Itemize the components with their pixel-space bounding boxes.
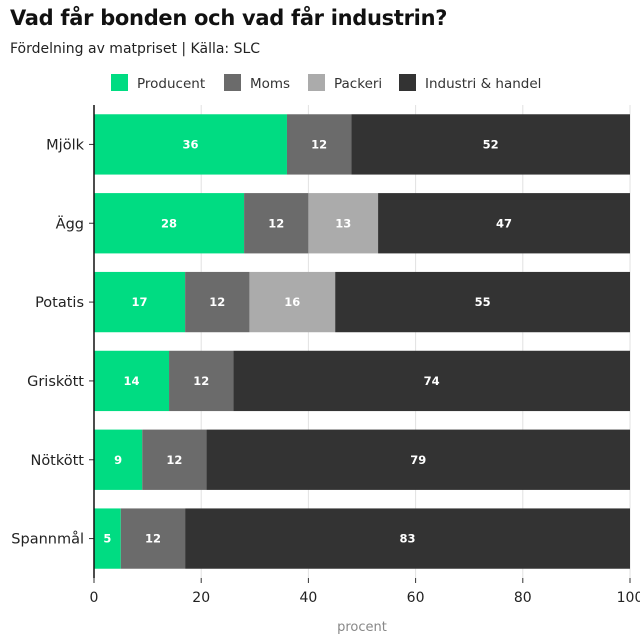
- data-label: 12: [209, 295, 225, 309]
- bar-segment: [286, 114, 352, 175]
- x-tick-label: 40: [299, 590, 317, 606]
- data-label: 9: [114, 453, 122, 467]
- bar-segment: [185, 271, 250, 333]
- data-label: 12: [166, 453, 182, 467]
- x-tick-label: 80: [514, 590, 532, 606]
- data-label: 28: [161, 216, 177, 230]
- bar-segment: [94, 508, 121, 569]
- category-label: Griskött: [27, 374, 84, 390]
- data-label: 17: [132, 295, 148, 309]
- bars: 36 12 52 28 12 13 47 17 12 16 55 14 12 74 9 12 79 5 12 83: [94, 114, 631, 569]
- data-label: 36: [182, 137, 198, 151]
- legend-swatch: [399, 74, 416, 91]
- data-label: 55: [475, 295, 491, 309]
- legend-label: Industri & handel: [425, 76, 541, 92]
- legend-swatch: [308, 74, 325, 91]
- bar-segment: [169, 350, 234, 412]
- data-label: 47: [496, 216, 512, 230]
- category-label: Nötkött: [30, 453, 84, 469]
- bar-segment: [94, 193, 245, 254]
- data-label: 16: [284, 295, 300, 309]
- chart-subtitle: Fördelning av matpriset | Källa: SLC: [10, 41, 261, 57]
- legend-label: Producent: [137, 76, 205, 92]
- legend-swatch: [111, 74, 128, 91]
- bar-segment: [308, 193, 379, 254]
- bar-segment: [378, 193, 630, 254]
- x-tick-label: 100: [617, 590, 640, 606]
- data-label: 13: [335, 216, 351, 230]
- data-label: 83: [400, 532, 416, 546]
- bar-segment: [335, 271, 630, 333]
- data-label: 12: [268, 216, 284, 230]
- category-label: Mjölk: [46, 137, 84, 153]
- bar-segment: [185, 508, 630, 569]
- category-label: Potatis: [35, 295, 84, 311]
- bar-segment: [94, 114, 287, 175]
- chart-title: Vad får bonden och vad får industrin?: [10, 6, 448, 30]
- bar-segment: [94, 271, 186, 333]
- data-label: 12: [193, 374, 209, 388]
- grid-lines: [93, 105, 631, 578]
- bar-segment: [244, 193, 309, 254]
- data-label: 74: [424, 374, 440, 388]
- category-label: Spannmål: [11, 531, 84, 548]
- category-label: Ägg: [56, 214, 84, 232]
- x-axis: 0 20 40 60 80 100: [90, 578, 640, 606]
- x-tick-label: 20: [192, 590, 210, 606]
- data-label: 5: [103, 532, 111, 546]
- legend: Producent Moms Packeri Industri & handel: [111, 74, 541, 92]
- data-label: 52: [483, 137, 499, 151]
- data-label: 12: [311, 137, 327, 151]
- data-label: 79: [410, 453, 426, 467]
- bar-segment: [233, 350, 631, 412]
- bar-segment: [249, 271, 336, 333]
- legend-label: Moms: [250, 76, 290, 92]
- data-label: 12: [145, 532, 161, 546]
- x-tick-label: 60: [407, 590, 425, 606]
- bar-segment: [142, 429, 207, 490]
- x-tick-label: 0: [90, 590, 99, 606]
- bar-segment: [94, 350, 170, 412]
- bar-segment: [351, 114, 630, 175]
- legend-label: Packeri: [334, 76, 382, 92]
- bar-segment: [206, 429, 630, 490]
- bar-segment: [94, 429, 143, 490]
- bar-segment: [120, 508, 186, 569]
- x-axis-label: procent: [337, 620, 387, 635]
- y-axis: Mjölk Ägg Potatis Griskött Nötkött Spannmål: [11, 105, 95, 578]
- data-label: 14: [124, 374, 140, 388]
- legend-swatch: [224, 74, 241, 91]
